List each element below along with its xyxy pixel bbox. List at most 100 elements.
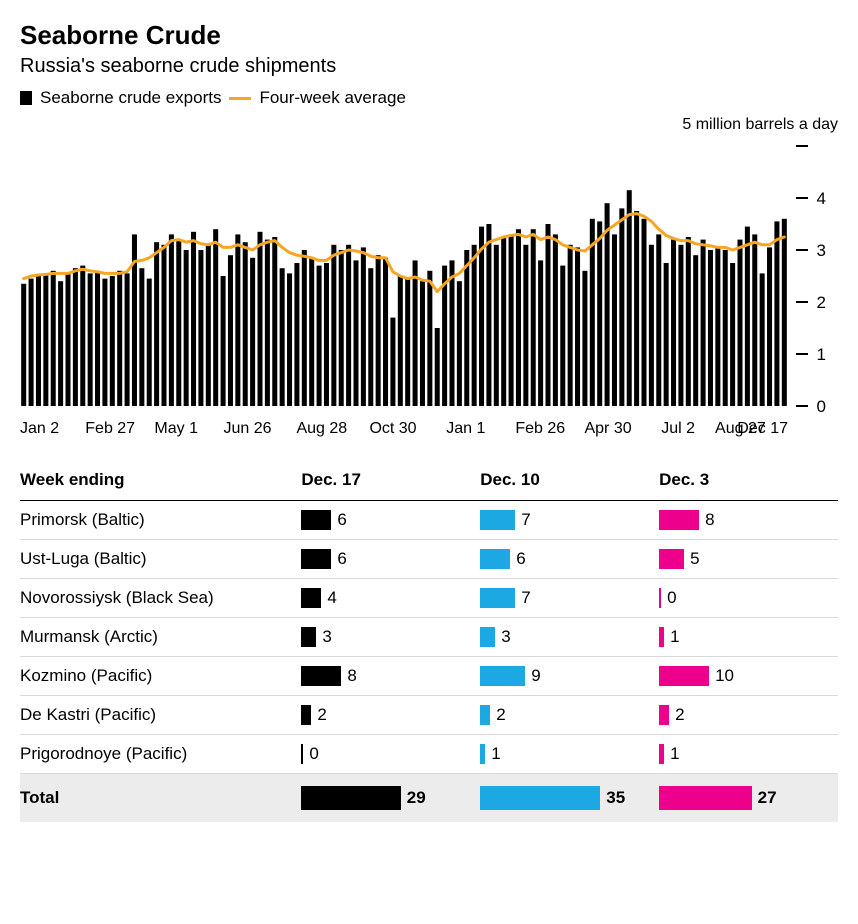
cell-bar: 5 <box>659 549 830 569</box>
table-row: Ust-Luga (Baltic) 6 6 5 <box>20 540 838 579</box>
table-row: De Kastri (Pacific) 2 2 2 <box>20 696 838 735</box>
cell-value: 9 <box>531 666 540 686</box>
x-tick-label: Dec 17 <box>737 420 788 438</box>
cell-value: 1 <box>670 744 679 764</box>
legend-swatch-bars <box>20 91 32 105</box>
cell-value: 2 <box>496 705 505 725</box>
table-header-row: Week ending Dec. 17 Dec. 10 Dec. 3 <box>20 460 838 501</box>
table-row: Novorossiysk (Black Sea) 4 7 0 <box>20 579 838 618</box>
cell-bar: 1 <box>659 744 830 764</box>
chart-area: 5 million barrels a day 01234 <box>20 116 838 416</box>
cell-bar: 3 <box>480 627 651 647</box>
x-tick-label: Jul 2 <box>661 420 695 438</box>
cell-bar: 0 <box>301 744 472 764</box>
cell-bar: 4 <box>301 588 472 608</box>
x-tick-label: Aug 28 <box>296 420 347 438</box>
col-header-1: Dec. 17 <box>301 460 480 501</box>
mini-bar <box>659 666 709 686</box>
cell-value: 6 <box>516 549 525 569</box>
cell-bar: 8 <box>659 510 830 530</box>
cell-bar: 2 <box>480 705 651 725</box>
cell-bar: 6 <box>301 549 472 569</box>
cell-bar: 0 <box>659 588 830 608</box>
cell-bar: 2 <box>301 705 472 725</box>
cell-value: 6 <box>337 549 346 569</box>
mini-bar <box>301 666 341 686</box>
cell-value: 1 <box>491 744 500 764</box>
mini-bar <box>480 786 600 810</box>
mini-bar <box>659 627 664 647</box>
mini-bar <box>301 744 303 764</box>
mini-bar <box>659 744 664 764</box>
mini-bar <box>480 666 525 686</box>
col-header-week: Week ending <box>20 460 301 501</box>
x-tick-label: Jan 1 <box>446 420 485 438</box>
cell-bar: 2 <box>659 705 830 725</box>
cell-bar: 7 <box>480 510 651 530</box>
cell-value: 7 <box>521 510 530 530</box>
mini-bar <box>659 786 752 810</box>
x-tick-label: Jan 2 <box>20 420 59 438</box>
cell-bar: 1 <box>480 744 651 764</box>
col-header-3: Dec. 3 <box>659 460 838 501</box>
mini-bar <box>659 549 684 569</box>
x-tick-label: May 1 <box>154 420 198 438</box>
mini-bar <box>301 588 321 608</box>
cell-value: 3 <box>322 627 331 647</box>
cell-bar: 3 <box>301 627 472 647</box>
row-label: Kozmino (Pacific) <box>20 657 301 696</box>
cell-value: 6 <box>337 510 346 530</box>
y-axis-unit-label: 5 million barrels a day <box>682 116 838 134</box>
table-row: Kozmino (Pacific) 8 9 10 <box>20 657 838 696</box>
row-label: Novorossiysk (Black Sea) <box>20 579 301 618</box>
x-tick-label: Apr 30 <box>584 420 631 438</box>
cell-value: 0 <box>309 744 318 764</box>
legend-line-label: Four-week average <box>259 88 405 108</box>
cell-bar: 6 <box>480 549 651 569</box>
mini-bar <box>301 786 400 810</box>
legend-swatch-line <box>229 97 251 100</box>
chart-subtitle: Russia's seaborne crude shipments <box>20 55 838 78</box>
cell-bar: 29 <box>301 786 472 810</box>
x-tick-label: Feb 26 <box>515 420 565 438</box>
row-label: De Kastri (Pacific) <box>20 696 301 735</box>
table-total-row: Total 29 35 27 <box>20 774 838 823</box>
mini-bar <box>659 510 699 530</box>
mini-bar <box>480 705 490 725</box>
table-row: Primorsk (Baltic) 6 7 8 <box>20 501 838 540</box>
cell-bar: 1 <box>659 627 830 647</box>
row-label: Prigorodnoye (Pacific) <box>20 735 301 774</box>
row-label: Murmansk (Arctic) <box>20 618 301 657</box>
cell-bar: 8 <box>301 666 472 686</box>
x-tick-label: Oct 30 <box>369 420 416 438</box>
cell-value: 29 <box>407 788 426 808</box>
cell-bar: 10 <box>659 666 830 686</box>
mini-bar <box>480 588 515 608</box>
mini-bar <box>480 549 510 569</box>
row-label: Primorsk (Baltic) <box>20 501 301 540</box>
ports-table: Week ending Dec. 17 Dec. 10 Dec. 3 Primo… <box>20 460 838 822</box>
cell-bar: 9 <box>480 666 651 686</box>
chart-title: Seaborne Crude <box>20 20 838 51</box>
cell-value: 10 <box>715 666 734 686</box>
mini-bar <box>480 510 515 530</box>
cell-bar: 6 <box>301 510 472 530</box>
row-label: Ust-Luga (Baltic) <box>20 540 301 579</box>
cell-value: 4 <box>327 588 336 608</box>
cell-value: 35 <box>606 788 625 808</box>
cell-value: 1 <box>670 627 679 647</box>
row-label-total: Total <box>20 774 301 823</box>
svg-text:3: 3 <box>817 241 826 260</box>
cell-value: 0 <box>667 588 676 608</box>
x-axis-labels: Jan 2 Feb 27 May 1 Jun 26 Aug 28 Oct 30 Jan 1 F… <box>20 420 788 442</box>
x-tick-label: Jun 26 <box>224 420 272 438</box>
cell-value: 2 <box>675 705 684 725</box>
cell-value: 7 <box>521 588 530 608</box>
cell-bar: 7 <box>480 588 651 608</box>
cell-value: 8 <box>347 666 356 686</box>
mini-bar <box>480 744 485 764</box>
x-tick-label: Feb 27 <box>85 420 135 438</box>
table-row: Prigorodnoye (Pacific) 0 1 1 <box>20 735 838 774</box>
table-row: Murmansk (Arctic) 3 3 1 <box>20 618 838 657</box>
mini-bar <box>480 627 495 647</box>
